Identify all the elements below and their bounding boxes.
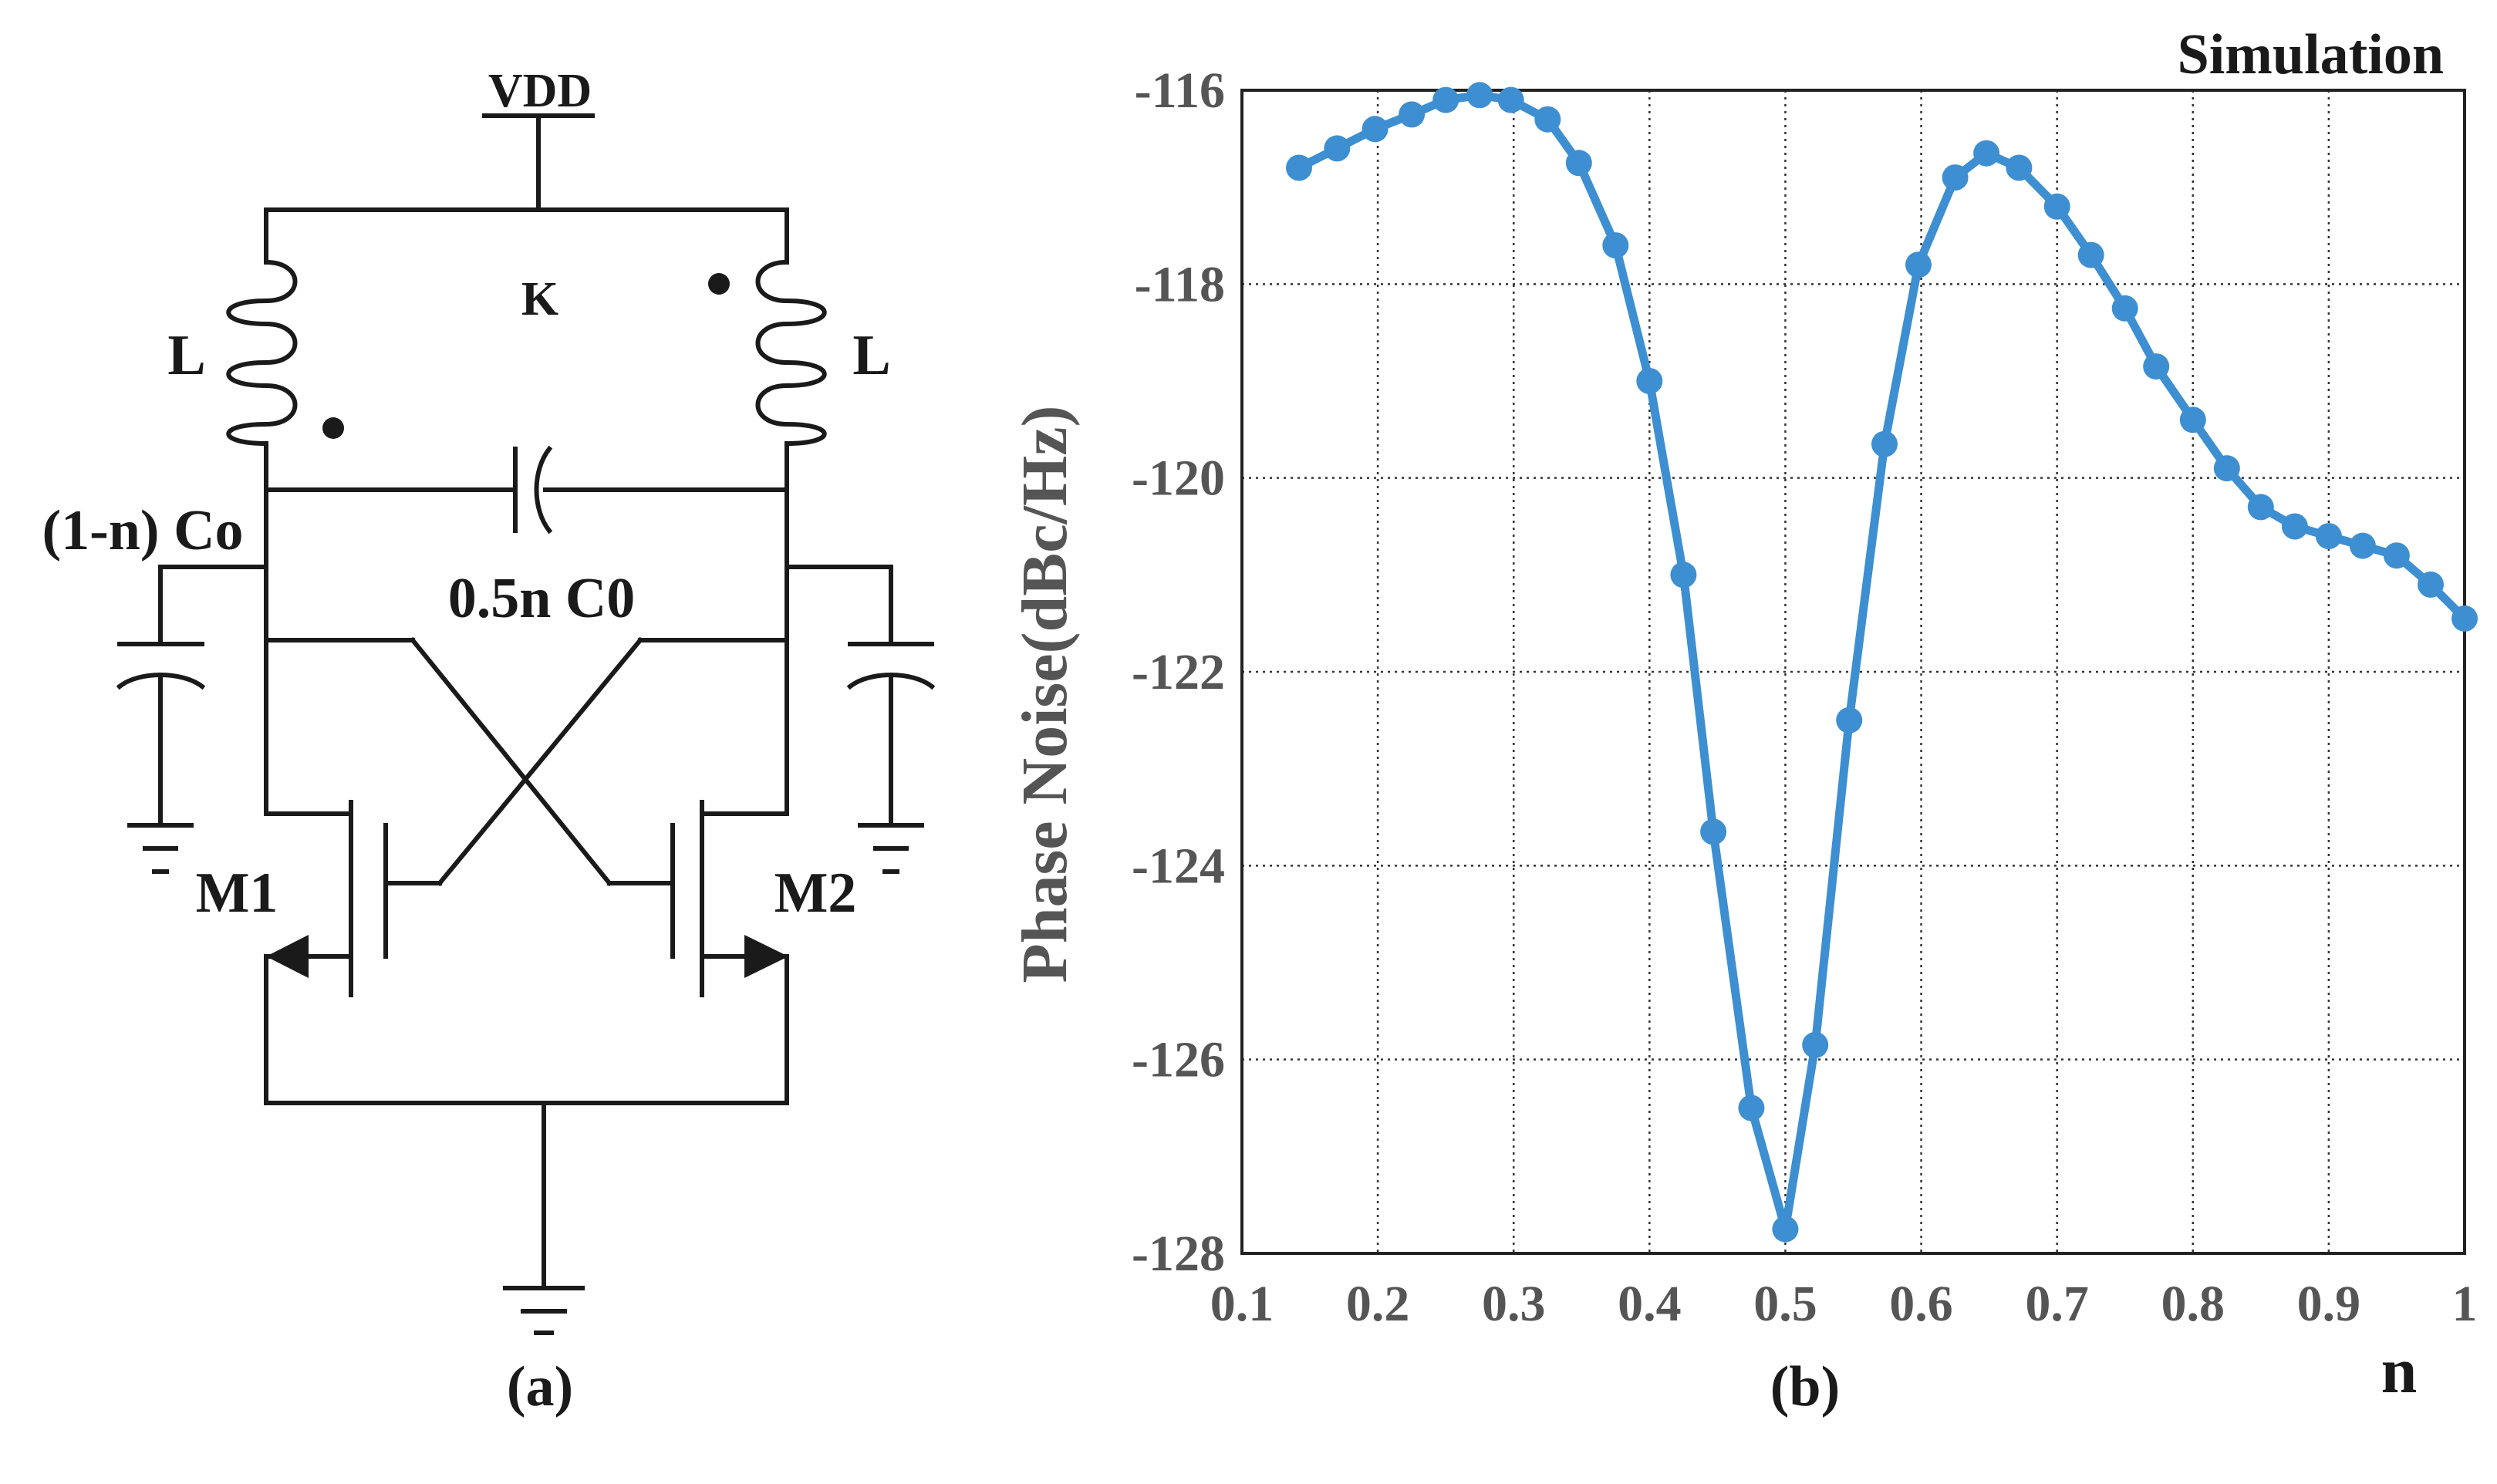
data-point — [2383, 542, 2410, 569]
cross-wire-a — [409, 636, 613, 887]
data-point — [1772, 1216, 1799, 1243]
data-point — [1973, 140, 2000, 167]
left-dot — [322, 417, 344, 439]
data-point — [1802, 1031, 1829, 1058]
x-tick-labels: 0.1 0.2 0.3 0.4 0.5 0.6 0.7 0.8 0.9 1 — [1210, 1276, 2478, 1332]
y-tick-label: -126 — [1132, 1032, 1225, 1088]
right-inductor-coil — [755, 259, 827, 447]
data-point — [2349, 532, 2376, 559]
vdd-label: VDD — [488, 65, 592, 117]
data-point — [1836, 707, 1863, 734]
data-point — [1871, 430, 1898, 457]
plot-frame — [1240, 89, 2466, 1255]
m2-label: M2 — [774, 862, 857, 925]
data-point — [2315, 523, 2342, 550]
y-axis-label: Phase Noise(dBc/Hz) — [1009, 406, 1081, 983]
coupling-label: K — [521, 273, 558, 325]
data-point — [2281, 513, 2308, 540]
y-tick-label: -118 — [1135, 256, 1225, 312]
x-tick-label: 0.7 — [2025, 1276, 2089, 1332]
x-tick-label: 0.5 — [1753, 1276, 1817, 1332]
y-tick-label: -116 — [1135, 62, 1225, 119]
data-point — [1497, 86, 1524, 113]
data-point — [2213, 455, 2240, 482]
transistor-m1 — [264, 800, 388, 1105]
y-tick-labels: -116 -118 -120 -122 -124 -126 -128 — [1132, 62, 1225, 1282]
right-inductor-label: L — [852, 324, 890, 387]
data-point — [1942, 164, 1969, 191]
data-point — [2418, 571, 2444, 598]
data-point — [1324, 135, 1351, 162]
data-point — [2077, 241, 2104, 268]
cross-cap-label: 0.5n C0 — [448, 567, 636, 630]
x-tick-label: 0.1 — [1210, 1276, 1274, 1332]
y-tick-label: -124 — [1132, 838, 1225, 894]
x-tick-label: 1 — [2452, 1276, 2478, 1332]
data-point — [2451, 605, 2478, 632]
m1-arrow — [266, 935, 309, 978]
m2-arrow — [744, 935, 788, 978]
data-point — [1905, 251, 1932, 278]
phase-noise-chart: 0.1 0.2 0.3 0.4 0.5 0.6 0.7 0.8 0.9 1 -116 -118 -12… — [1009, 23, 2478, 1418]
caption-a: (a) — [507, 1355, 573, 1418]
chart-title: Simulation — [2178, 23, 2444, 86]
data-point — [1602, 232, 1629, 259]
data-point — [1636, 368, 1663, 394]
data-point — [1738, 1094, 1765, 1121]
data-point — [1700, 818, 1727, 845]
caption-b: (b) — [1770, 1355, 1840, 1418]
x-tick-label: 0.4 — [1618, 1276, 1682, 1332]
data-point — [2143, 353, 2170, 380]
data-point — [2179, 406, 2206, 433]
left-inductor-label: L — [167, 324, 205, 387]
x-axis-label: n — [2381, 1335, 2418, 1407]
data-point — [1565, 150, 1592, 177]
data-point — [1362, 116, 1389, 143]
cross-wire-b — [436, 636, 644, 887]
data-point — [1466, 82, 1493, 109]
left-inductor-coil — [226, 259, 298, 447]
x-tick-label: 0.8 — [2161, 1276, 2225, 1332]
y-tick-label: -122 — [1132, 644, 1225, 700]
data-point — [1399, 101, 1426, 128]
data-point — [1432, 86, 1459, 113]
data-point — [2006, 154, 2033, 181]
x-tick-label: 0.6 — [1889, 1276, 1953, 1332]
data-point — [2111, 295, 2138, 322]
tail-cap-label: (1-n) Co — [42, 499, 243, 562]
data-point — [1670, 562, 1697, 589]
series-markers — [1286, 82, 2478, 1243]
right-dot — [708, 273, 730, 295]
circuit-schematic: VDD L L K 0.5n C0 (1-n) Co — [42, 65, 936, 1418]
x-tick-label: 0.3 — [1482, 1276, 1546, 1332]
x-tick-label: 0.9 — [2297, 1276, 2361, 1332]
data-point — [2247, 494, 2274, 521]
data-point — [2043, 193, 2070, 220]
y-tick-label: -120 — [1132, 450, 1225, 507]
y-tick-label: -128 — [1132, 1226, 1225, 1282]
transistor-m2 — [670, 800, 789, 1105]
data-point — [1534, 106, 1561, 133]
data-point — [1286, 154, 1312, 181]
cross-cap-curved-plate — [534, 445, 553, 535]
x-tick-label: 0.2 — [1346, 1276, 1410, 1332]
m1-label: M1 — [196, 862, 278, 925]
